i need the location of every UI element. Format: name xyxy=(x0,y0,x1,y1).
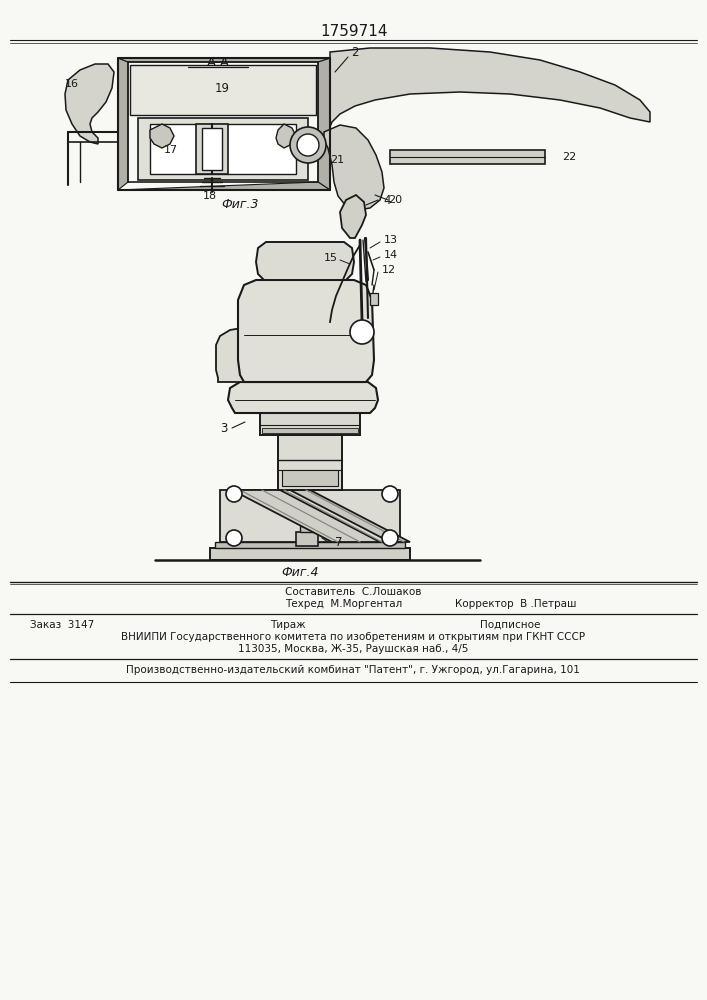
Text: 19: 19 xyxy=(214,82,230,95)
Polygon shape xyxy=(65,64,114,144)
Bar xyxy=(282,470,338,486)
Text: ВНИИПИ Государственного комитета по изобретениям и открытиям при ГКНТ СССР: ВНИИПИ Государственного комитета по изоб… xyxy=(121,632,585,642)
Bar xyxy=(210,548,410,560)
Text: 18: 18 xyxy=(203,191,217,201)
Bar xyxy=(300,526,314,532)
Text: Заказ  3147: Заказ 3147 xyxy=(30,620,94,630)
Text: Корректор  В .Петраш: Корректор В .Петраш xyxy=(455,599,576,609)
Polygon shape xyxy=(216,328,254,382)
Polygon shape xyxy=(290,490,410,542)
Text: 17: 17 xyxy=(164,145,178,155)
Polygon shape xyxy=(150,124,174,148)
Polygon shape xyxy=(318,58,330,190)
Circle shape xyxy=(226,486,242,502)
Bar xyxy=(202,128,222,170)
Polygon shape xyxy=(324,125,384,210)
Text: 22: 22 xyxy=(562,152,576,162)
Text: 1759714: 1759714 xyxy=(320,24,387,39)
Bar xyxy=(278,435,342,490)
Text: 3: 3 xyxy=(221,422,228,434)
Polygon shape xyxy=(318,48,650,162)
Circle shape xyxy=(382,530,398,546)
Bar xyxy=(196,124,228,174)
Polygon shape xyxy=(238,280,374,382)
Polygon shape xyxy=(220,490,400,542)
Circle shape xyxy=(350,320,374,344)
Text: Производственно-издательский комбинат "Патент", г. Ужгород, ул.Гагарина, 101: Производственно-издательский комбинат "П… xyxy=(126,665,580,675)
Polygon shape xyxy=(118,58,330,62)
Bar xyxy=(260,413,360,435)
Bar xyxy=(296,532,318,546)
Bar xyxy=(262,428,358,433)
Polygon shape xyxy=(118,58,128,190)
Text: 13: 13 xyxy=(384,235,398,245)
Bar xyxy=(215,542,405,548)
Text: Тираж: Тираж xyxy=(270,620,305,630)
Circle shape xyxy=(297,134,319,156)
Bar xyxy=(370,293,378,305)
Text: 12: 12 xyxy=(382,265,396,275)
Text: 21: 21 xyxy=(330,155,344,165)
Text: Фиг.4: Фиг.4 xyxy=(281,566,319,578)
Polygon shape xyxy=(232,490,380,542)
Polygon shape xyxy=(340,195,366,238)
Text: 7: 7 xyxy=(335,536,342,548)
Polygon shape xyxy=(130,65,316,115)
Text: А-А: А-А xyxy=(206,56,230,70)
Polygon shape xyxy=(256,242,354,280)
Text: 16: 16 xyxy=(65,79,79,89)
Polygon shape xyxy=(228,382,378,413)
Text: 14: 14 xyxy=(384,250,398,260)
Polygon shape xyxy=(138,118,308,180)
Polygon shape xyxy=(118,182,330,190)
Bar xyxy=(390,150,545,164)
Text: Техред  М.Моргентал: Техред М.Моргентал xyxy=(285,599,402,609)
Text: 20: 20 xyxy=(388,195,402,205)
Text: 4: 4 xyxy=(383,194,390,207)
Circle shape xyxy=(382,486,398,502)
Text: Подписное: Подписное xyxy=(480,620,540,630)
Text: Фиг.3: Фиг.3 xyxy=(221,198,259,211)
Polygon shape xyxy=(276,124,296,148)
Circle shape xyxy=(290,127,326,163)
Text: 15: 15 xyxy=(324,253,338,263)
Text: 113035, Москва, Ж-35, Раушская наб., 4/5: 113035, Москва, Ж-35, Раушская наб., 4/5 xyxy=(238,644,468,654)
Circle shape xyxy=(226,530,242,546)
Text: Составитель  С.Лошаков: Составитель С.Лошаков xyxy=(285,587,421,597)
Polygon shape xyxy=(150,124,296,174)
Text: 2: 2 xyxy=(351,46,358,60)
